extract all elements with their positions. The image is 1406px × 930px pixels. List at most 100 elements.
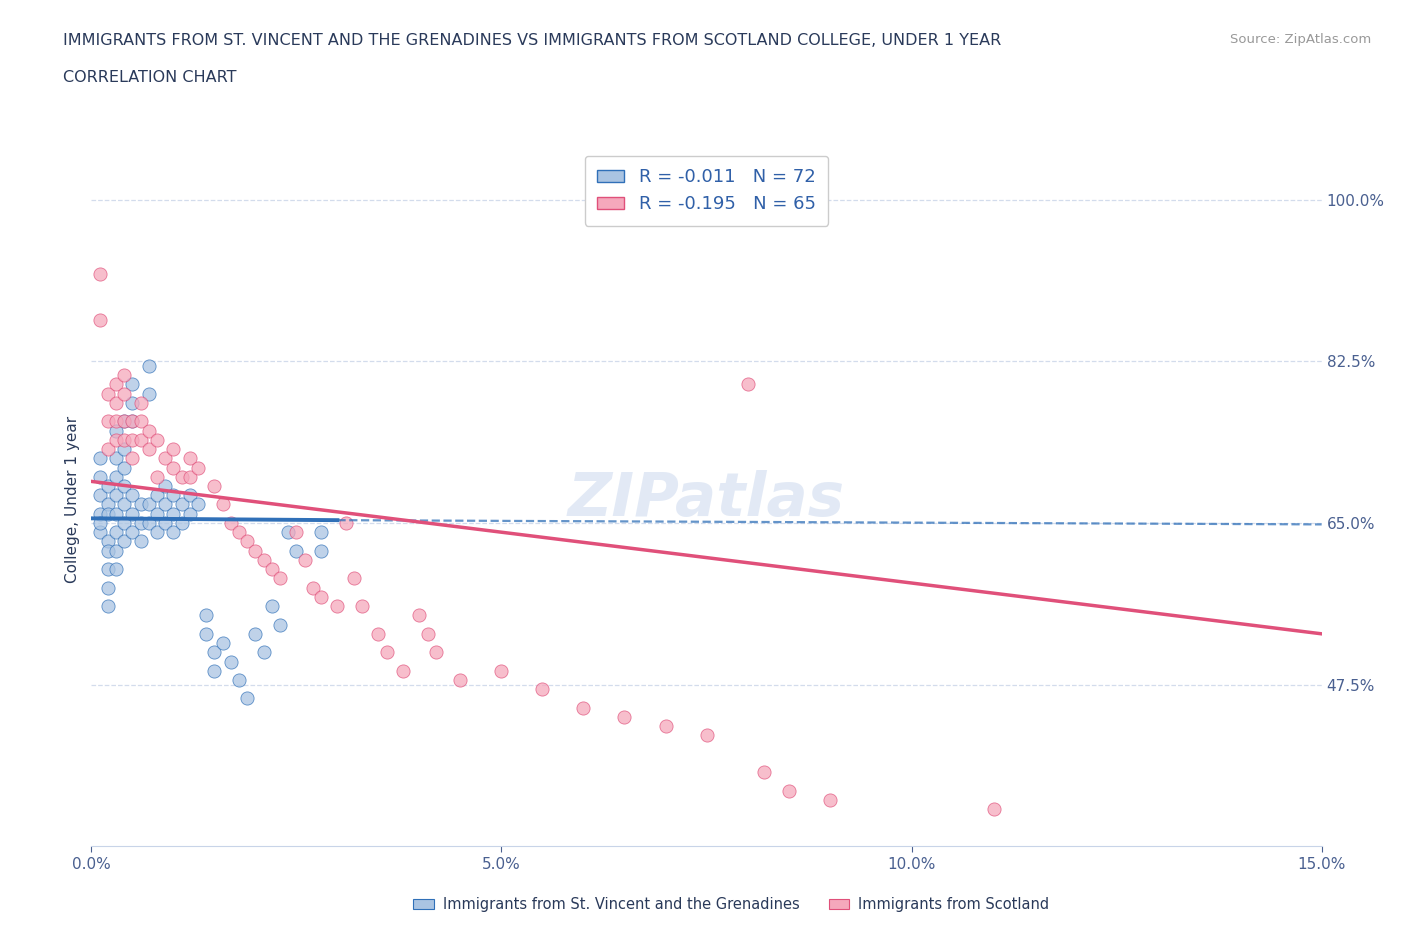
Point [105, 414, 127, 429]
Point [97, 442, 120, 457]
Point [112, 534, 135, 549]
Point [195, 627, 218, 642]
Point [162, 506, 184, 521]
Point [121, 488, 143, 503]
Point [752, 765, 775, 780]
Point [129, 432, 152, 447]
Point [301, 580, 323, 595]
Point [89, 506, 111, 521]
Legend: Immigrants from St. Vincent and the Grenadines, Immigrants from Scotland: Immigrants from St. Vincent and the Gren… [408, 891, 1054, 918]
Point [211, 635, 233, 650]
Point [219, 654, 242, 669]
Point [531, 682, 554, 697]
Point [179, 506, 201, 521]
Point [138, 442, 160, 457]
Point [449, 672, 471, 687]
Point [219, 515, 242, 530]
Point [277, 525, 299, 539]
Point [112, 497, 135, 512]
Point [138, 497, 160, 512]
Point [112, 432, 135, 447]
Point [89, 525, 111, 539]
Point [253, 552, 276, 567]
Point [326, 599, 349, 614]
Point [285, 525, 308, 539]
Point [352, 599, 374, 614]
Point [121, 525, 143, 539]
Point [228, 672, 250, 687]
Point [367, 627, 389, 642]
Point [146, 506, 169, 521]
Text: ZIPatlas: ZIPatlas [568, 471, 845, 529]
Point [153, 479, 177, 494]
Point [195, 608, 218, 623]
Point [408, 608, 430, 623]
Point [146, 470, 169, 485]
Point [121, 451, 143, 466]
Point [170, 470, 193, 485]
Point [285, 543, 308, 558]
Point [129, 515, 152, 530]
Point [105, 423, 127, 438]
Point [170, 497, 193, 512]
Point [187, 497, 209, 512]
Legend: R = -0.011   N = 72, R = -0.195   N = 65: R = -0.011 N = 72, R = -0.195 N = 65 [585, 155, 828, 226]
Point [202, 644, 225, 659]
Point [153, 515, 177, 530]
Point [105, 395, 127, 410]
Point [491, 663, 513, 678]
Point [613, 710, 636, 724]
Point [129, 534, 152, 549]
Point [146, 432, 169, 447]
Point [89, 451, 111, 466]
Point [179, 470, 201, 485]
Point [153, 497, 177, 512]
Point [162, 442, 184, 457]
Point [105, 525, 127, 539]
Point [112, 460, 135, 475]
Point [153, 451, 177, 466]
Point [162, 488, 184, 503]
Point [121, 506, 143, 521]
Point [105, 488, 127, 503]
Point [983, 802, 1005, 817]
Text: IMMIGRANTS FROM ST. VINCENT AND THE GRENADINES VS IMMIGRANTS FROM SCOTLAND COLLE: IMMIGRANTS FROM ST. VINCENT AND THE GREN… [63, 33, 1001, 47]
Point [97, 386, 120, 401]
Point [112, 386, 135, 401]
Point [97, 534, 120, 549]
Point [97, 506, 120, 521]
Point [89, 470, 111, 485]
Point [129, 395, 152, 410]
Point [179, 488, 201, 503]
Point [121, 432, 143, 447]
Point [112, 414, 135, 429]
Point [129, 497, 152, 512]
Point [121, 414, 143, 429]
Point [202, 479, 225, 494]
Point [737, 377, 759, 392]
Point [112, 442, 135, 457]
Text: CORRELATION CHART: CORRELATION CHART [63, 70, 236, 85]
Point [236, 534, 259, 549]
Point [89, 515, 111, 530]
Point [392, 663, 415, 678]
Point [162, 460, 184, 475]
Point [425, 644, 447, 659]
Point [112, 367, 135, 382]
Point [97, 497, 120, 512]
Point [778, 783, 800, 798]
Point [112, 479, 135, 494]
Point [187, 460, 209, 475]
Point [170, 515, 193, 530]
Point [179, 451, 201, 466]
Point [112, 515, 135, 530]
Point [105, 377, 127, 392]
Point [138, 386, 160, 401]
Point [138, 423, 160, 438]
Point [294, 552, 316, 567]
Point [97, 599, 120, 614]
Point [89, 266, 111, 281]
Point [260, 599, 283, 614]
Point [309, 525, 332, 539]
Point [335, 515, 357, 530]
